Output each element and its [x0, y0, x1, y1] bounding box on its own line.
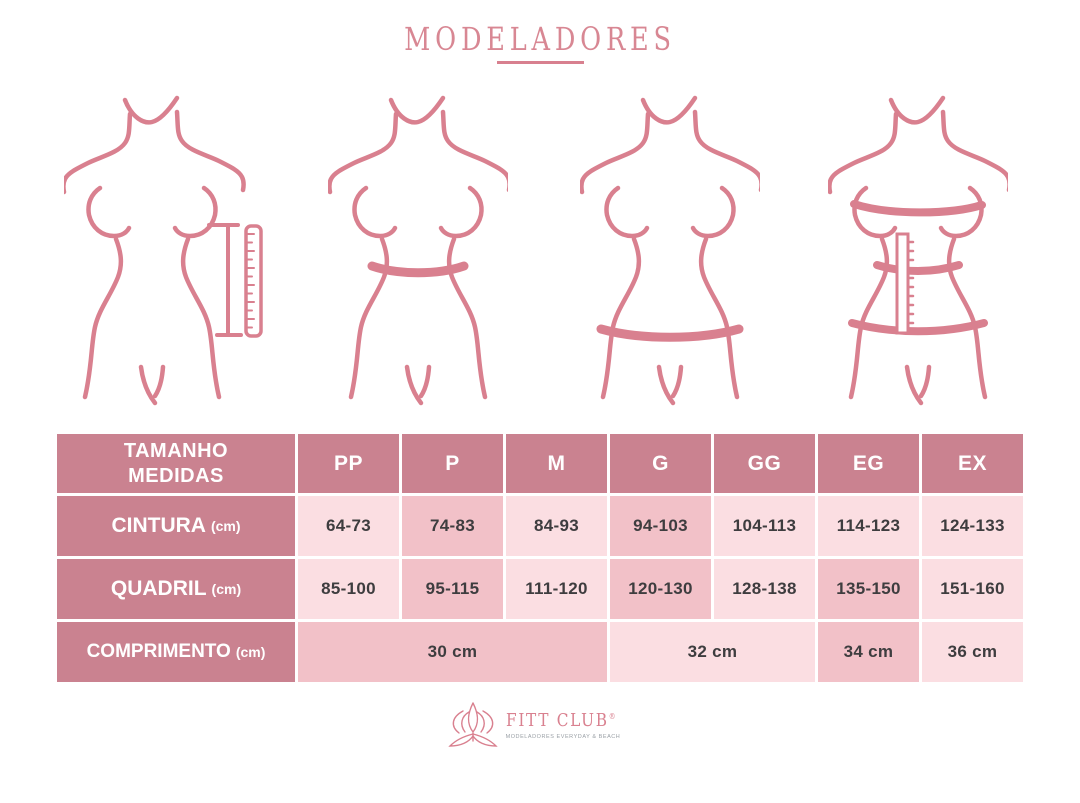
table-cell: 84-93 — [506, 496, 607, 556]
row-label-cintura: CINTURA (cm) — [57, 496, 295, 556]
table-cell: 85-100 — [298, 559, 399, 619]
lotus-icon — [447, 702, 498, 747]
table-cell: 111-120 — [506, 559, 607, 619]
hook-strip — [895, 232, 910, 335]
table-cell: 94-103 — [610, 496, 711, 556]
figure-waist-band — [328, 84, 508, 408]
title-underline — [497, 61, 584, 64]
row-label-text: COMPRIMENTO — [86, 641, 231, 662]
row-label-text: QUADRIL — [110, 577, 207, 600]
page-title: MODELADORES — [404, 20, 676, 58]
row-label-unit: (cm) — [211, 581, 242, 597]
table-cell: 104-113 — [714, 496, 815, 556]
hip-band — [848, 319, 988, 336]
table-cell: 74-83 — [402, 496, 503, 556]
size-column-ex: EX — [922, 434, 1023, 493]
size-column-gg: GG — [714, 434, 815, 493]
ruler-icon — [244, 224, 263, 338]
waist-band — [367, 261, 469, 278]
table-cell-span: 36 cm — [922, 622, 1023, 682]
table-cell: 120-130 — [610, 559, 711, 619]
table-cell: 135-150 — [818, 559, 919, 619]
row-label-quadril: QUADRIL (cm) — [57, 559, 295, 619]
size-column-g: G — [610, 434, 711, 493]
size-table: TAMANHO MEDIDAS PP P M G GG EG EX CINTUR… — [57, 434, 1023, 682]
brand-tagline: MODELADORES EVERYDAY & BEACH — [505, 734, 621, 740]
registered-mark: ® — [608, 712, 616, 721]
table-cell-span: 32 cm — [610, 622, 815, 682]
table-cell-span: 34 cm — [818, 622, 919, 682]
hip-band — [596, 324, 744, 342]
table-cell: 151-160 — [922, 559, 1023, 619]
header-line1: TAMANHO — [123, 439, 229, 462]
brand-name-text: FITT CLUB — [505, 710, 609, 731]
brand-logo: FITT CLUB® MODELADORES EVERYDAY & BEACH — [0, 698, 1080, 752]
table-header-measures: TAMANHO MEDIDAS — [57, 434, 295, 493]
size-column-m: M — [506, 434, 607, 493]
table-cell: 114-123 — [818, 496, 919, 556]
row-label-comprimento: COMPRIMENTO (cm) — [57, 622, 295, 682]
table-cell: 124-133 — [922, 496, 1023, 556]
figure-length-ruler — [64, 84, 263, 408]
bust-band — [850, 200, 986, 217]
table-cell-span: 30 cm — [298, 622, 607, 682]
table-cell: 95-115 — [402, 559, 503, 619]
row-label-unit: (cm) — [210, 518, 241, 534]
length-bracket — [207, 223, 243, 337]
size-column-pp: PP — [298, 434, 399, 493]
row-label-text: CINTURA — [111, 514, 206, 537]
waist-band — [873, 261, 963, 275]
header-line2: MEDIDAS — [128, 464, 224, 487]
brand-name: FITT CLUB® — [506, 710, 615, 731]
table-cell: 64-73 — [298, 496, 399, 556]
size-column-p: P — [402, 434, 503, 493]
hook-ticks — [906, 240, 915, 325]
figure-shaper-garment — [828, 84, 1008, 408]
size-column-eg: EG — [818, 434, 919, 493]
row-label-unit: (cm) — [235, 644, 266, 660]
table-cell: 128-138 — [714, 559, 815, 619]
logo-text-block: FITT CLUB® MODELADORES EVERYDAY & BEACH — [506, 710, 635, 740]
figure-hip-band — [580, 84, 760, 408]
ruler-ticks — [246, 233, 255, 329]
